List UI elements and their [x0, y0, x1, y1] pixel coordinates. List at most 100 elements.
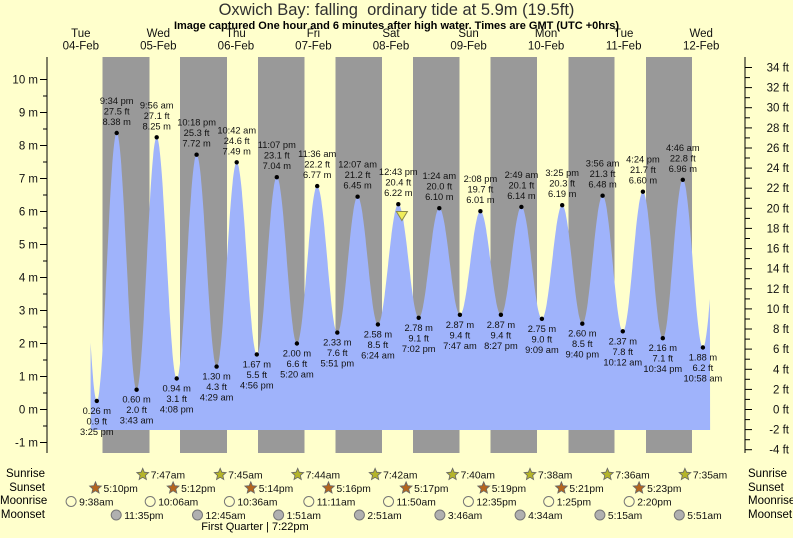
moonrise-circle-icon: [144, 496, 156, 507]
tide-point: [214, 364, 219, 369]
high-tide-label: 3:56 am: [586, 159, 620, 169]
moonset-time: 3:46am: [448, 511, 482, 522]
tide-point: [519, 204, 524, 210]
tide-point: [457, 312, 463, 317]
low-tide-label: 9.4 ft: [491, 330, 512, 340]
high-tide-label: 8.38 m: [102, 117, 131, 127]
high-tide-label: 7.72 m: [182, 139, 211, 149]
high-tide-label: 6.48 m: [588, 180, 617, 190]
low-tide-label: 4.3 ft: [206, 382, 227, 392]
y-axis-right-label: -2 ft: [769, 425, 790, 437]
tide-point: [600, 193, 605, 198]
y-axis-right-label: -4 ft: [769, 445, 790, 457]
sunset-time: 5:12pm: [181, 484, 215, 495]
sunset-star-icon: [399, 480, 413, 494]
day-name-label: Wed: [147, 28, 170, 40]
moonrise-time: 11:50am: [397, 497, 436, 508]
low-tide-label: 2.75 m: [528, 324, 557, 334]
low-tide-label: 4:29 am: [200, 393, 234, 403]
day-name-label: Mon: [535, 28, 557, 40]
low-tide-label: 2.58 m: [364, 329, 393, 339]
low-tide-label: 2.78 m: [404, 323, 433, 333]
moonset-time: 5:51am: [687, 511, 721, 522]
low-tide-label: 3.1 ft: [166, 394, 187, 404]
sunrise-star-icon: [290, 467, 305, 481]
y-axis-left-label: 7 m: [19, 174, 38, 186]
sunrise-star-icon: [678, 467, 692, 481]
high-tide-label: 12:43 pm: [379, 167, 418, 177]
day-date-label: 12-Feb: [683, 41, 719, 53]
tide-point: [437, 206, 442, 211]
tide-point: [375, 322, 381, 327]
sunset-time: 5:16pm: [337, 484, 371, 495]
low-tide-label: 5:51 pm: [321, 359, 355, 369]
y-axis-right-label: 26 ft: [767, 143, 790, 155]
y-axis-right-label: 4 ft: [773, 364, 790, 376]
tide-point: [154, 135, 159, 140]
low-tide-label: 10:12 am: [603, 357, 642, 367]
moonset-circle-icon: [594, 509, 606, 521]
high-tide-label: 6.10 m: [425, 192, 454, 202]
moonset-circle-icon: [273, 509, 285, 521]
low-tide-label: 2.87 m: [487, 320, 516, 330]
sunrise-star-icon: [600, 467, 615, 481]
sunset-star-icon: [554, 480, 569, 494]
low-tide-label: 2.33 m: [323, 338, 352, 348]
low-tide-label: 5.5 ft: [246, 370, 267, 380]
tide-point: [416, 315, 421, 320]
day-date-label: 04-Feb: [63, 41, 99, 53]
sunset-star-icon: [243, 480, 258, 494]
y-axis-left-label: 8 m: [19, 141, 38, 153]
high-tide-label: 9:56 am: [140, 100, 174, 110]
moonrise-time: 12:35pm: [476, 497, 516, 508]
moonset-time: 4:34am: [528, 511, 562, 522]
high-tide-label: 10:18 pm: [177, 118, 216, 128]
high-tide-label: 4:24 pm: [626, 155, 660, 165]
high-tide-label: 20.4 ft: [385, 178, 411, 188]
tide-point: [315, 183, 320, 189]
sunset-row-label-left: Sunset: [9, 481, 45, 494]
low-tide-label: 0.9 ft: [86, 416, 107, 426]
tide-point: [620, 329, 625, 334]
tide-point: [498, 312, 504, 317]
moonset-row-label-left: Moonset: [0, 508, 45, 521]
low-tide-label: 2.16 m: [649, 343, 678, 353]
y-axis-right-label: 14 ft: [767, 264, 790, 276]
moonrise-circle-icon: [223, 496, 235, 507]
sunrise-time: 7:42am: [383, 470, 417, 481]
high-tide-label: 10:42 am: [217, 125, 256, 135]
low-tide-label: 1.67 m: [243, 359, 272, 369]
sunrise-star-icon: [213, 467, 228, 481]
high-tide-label: 19.7 ft: [467, 185, 493, 195]
low-tide-label: 5:20 am: [280, 370, 314, 380]
sunset-time: 5:14pm: [259, 484, 293, 495]
y-axis-left-label: 3 m: [19, 306, 38, 318]
y-axis-left-label: 10 m: [12, 75, 38, 87]
tide-point: [94, 398, 100, 404]
sunrise-time: 7:45am: [228, 470, 262, 481]
sunset-time: 5:17pm: [414, 484, 448, 495]
high-tide-label: 1:24 am: [423, 171, 457, 181]
high-tide-label: 2:08 pm: [464, 174, 498, 184]
tide-point: [234, 160, 239, 165]
sunset-time: 5:21pm: [569, 484, 603, 495]
low-tide-label: 9:09 am: [525, 345, 559, 355]
moonset-time: 5:15am: [608, 511, 642, 522]
high-tide-label: 6.96 m: [669, 164, 698, 174]
high-tide-label: 11:36 am: [298, 149, 336, 159]
tide-point: [700, 345, 706, 350]
y-axis-right-label: 30 ft: [767, 103, 790, 115]
page-title: Oxwich Bay: falling ordinary tide at 5.9…: [218, 1, 575, 19]
y-axis-right-label: 22 ft: [767, 183, 790, 195]
moonrise-time: 9:38am: [79, 497, 113, 508]
high-tide-label: 27.5 ft: [104, 107, 130, 117]
day-name-label: Wed: [689, 28, 712, 40]
day-date-label: 09-Feb: [450, 41, 486, 53]
low-tide-label: 2.87 m: [446, 320, 475, 330]
tide-point: [194, 152, 199, 157]
day-name-label: Tue: [71, 28, 90, 40]
high-tide-label: 23.1 ft: [264, 151, 290, 161]
low-tide-label: 0.60 m: [122, 395, 151, 405]
high-tide-label: 27.1 ft: [144, 111, 170, 121]
low-tide-label: 1.30 m: [202, 372, 231, 382]
